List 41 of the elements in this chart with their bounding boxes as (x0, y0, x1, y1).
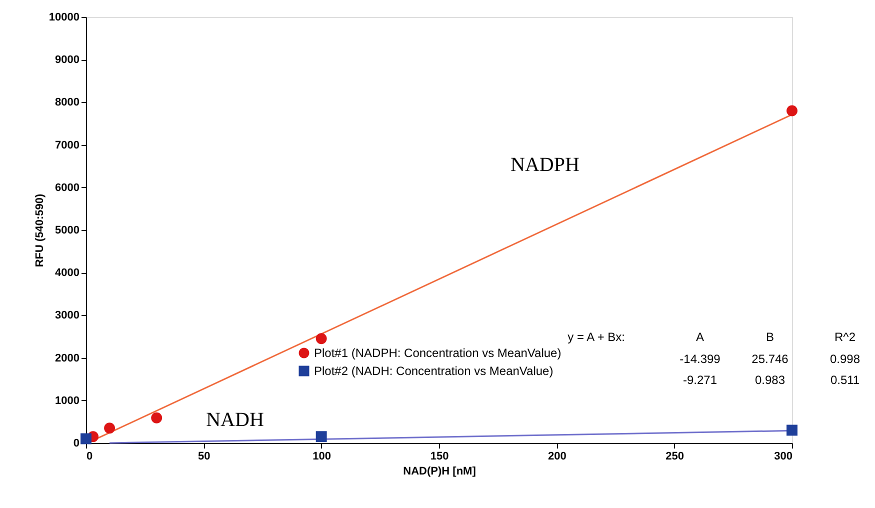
legend-label: Plot#1 (NADPH: Concentration vs MeanValue) (314, 346, 562, 360)
x-axis-title: NAD(P)H [nM] (403, 466, 476, 478)
x-tick-label: 150 (430, 450, 449, 462)
x-tick-label: 250 (666, 450, 684, 462)
x-tick-label: 200 (548, 450, 566, 462)
y-tick-label: 9000 (55, 54, 80, 66)
annotation: -9.271 (682, 373, 718, 387)
text: 0.511 (830, 373, 860, 387)
point (786, 424, 798, 436)
y-tick-label: 0 (73, 438, 80, 450)
annotation: A (696, 330, 704, 344)
point (80, 433, 92, 444)
point (786, 105, 798, 116)
text: R^2 (834, 330, 856, 344)
annotation: 0.983 (754, 373, 786, 387)
x-tick-label: 300 (774, 450, 792, 462)
x-tick-label: 100 (312, 450, 332, 462)
y-tick-label: 5000 (55, 224, 80, 236)
point (316, 333, 327, 344)
legend-label: Plot#2 (NADH: Concentration vs MeanValue) (314, 364, 554, 378)
point (104, 422, 116, 434)
point (316, 431, 327, 442)
annotation: B (766, 330, 774, 344)
x-tick-label: 0 (86, 450, 93, 462)
y-tick-label: 3000 (55, 310, 80, 322)
x-tick-label: 50 (198, 450, 210, 462)
y-tick-label: 2000 (55, 352, 80, 364)
y-tick-label: 4000 (55, 267, 80, 280)
point (151, 412, 162, 424)
text: 0.998 (830, 352, 860, 366)
y-tick-label: 6000 (55, 182, 80, 194)
annotation: NADH (206, 409, 264, 431)
y-tick-label: 7000 (55, 139, 80, 152)
y-tick-label: 1000 (55, 394, 80, 407)
y-tick-label: 10000 (48, 12, 80, 24)
y-tick-label: 8000 (55, 96, 80, 109)
annotation: NADPH (510, 154, 580, 176)
annotation: 25.746 (752, 352, 789, 366)
annotation: -14.399 (680, 352, 721, 366)
y-axis-title: RFU (540:590) (34, 193, 46, 268)
annotation: y = A + Bx: (568, 330, 625, 344)
